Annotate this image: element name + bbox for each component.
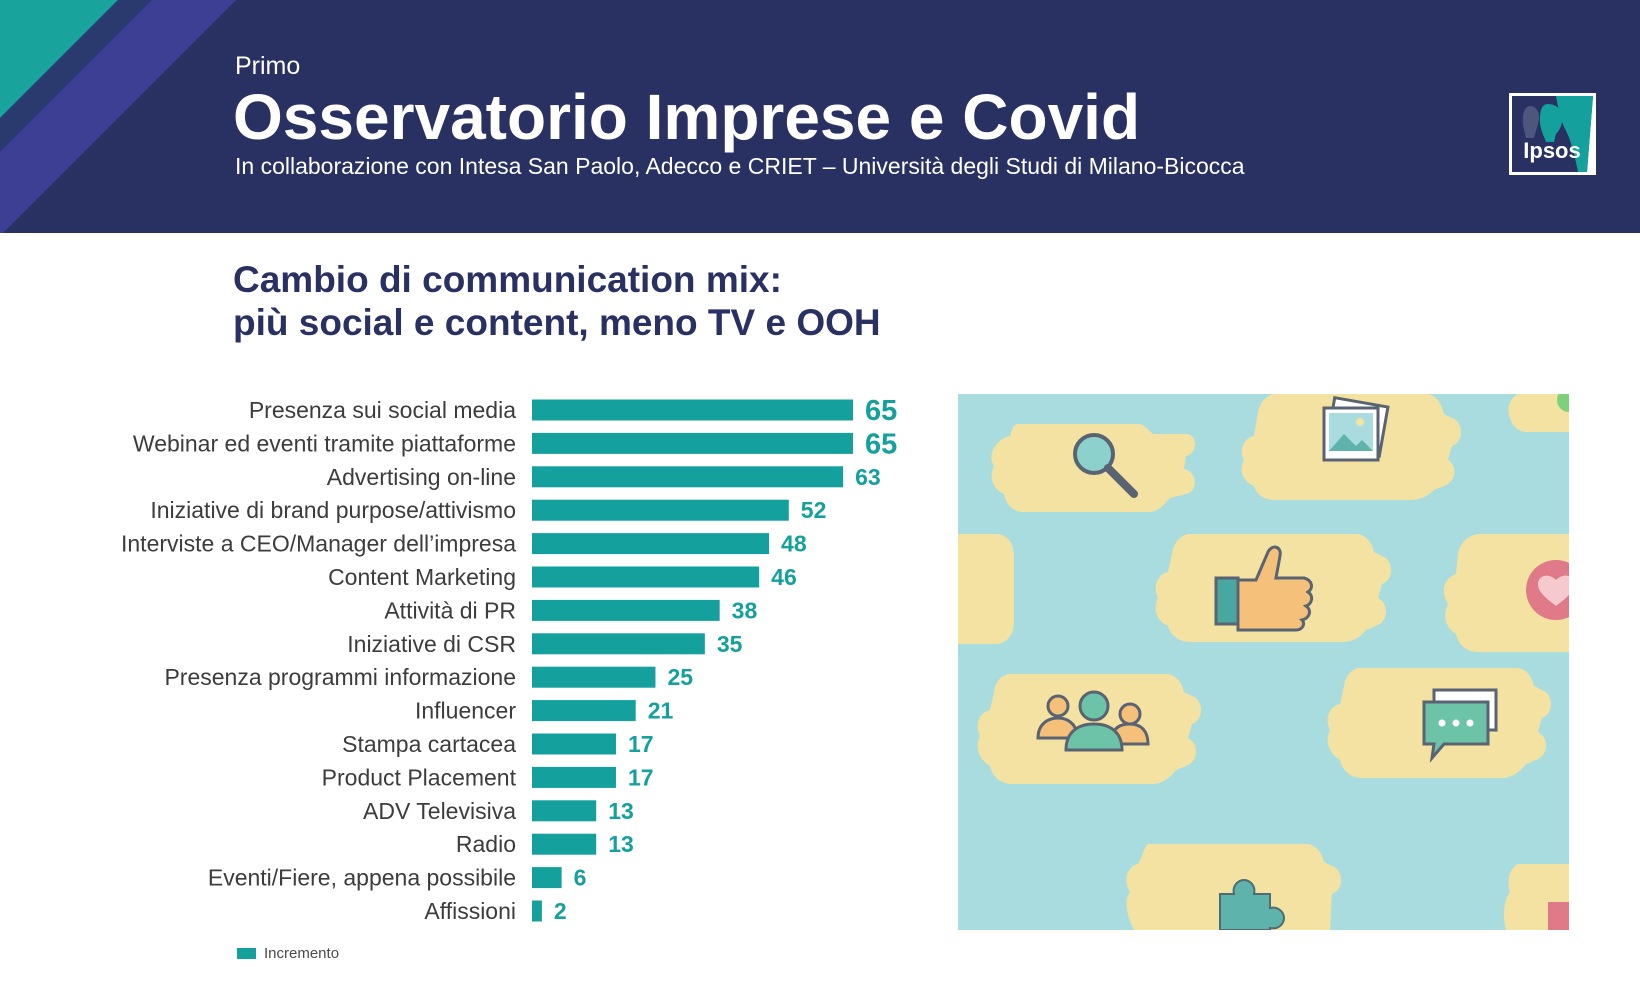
- search-icon: [1073, 433, 1138, 498]
- bar-value-label: 46: [771, 564, 797, 590]
- bar-value-label: 52: [801, 497, 827, 523]
- bar: [532, 733, 616, 755]
- bar-value-label: 65: [865, 395, 897, 427]
- bar: [532, 566, 760, 588]
- bubble-search: [991, 424, 1195, 512]
- bar-value-label: 17: [628, 764, 654, 790]
- category-label: Presenza sui social media: [249, 397, 516, 423]
- bubble-photo: [1241, 394, 1461, 500]
- bar-value-label: 13: [608, 831, 634, 857]
- bar: [532, 432, 853, 454]
- bar: [532, 633, 705, 655]
- bar: [532, 666, 656, 688]
- slide-title: Cambio di communication mix: più social …: [233, 258, 881, 344]
- bar: [532, 399, 853, 421]
- bar-chart: Presenza sui social media 65 Webinar ed ev…: [121, 395, 897, 924]
- bar: [532, 499, 789, 521]
- category-label: Attività di PR: [384, 597, 516, 623]
- bar: [532, 900, 542, 922]
- chat-icon: [1422, 688, 1498, 763]
- bar: [532, 867, 562, 889]
- category-label: Eventi/Fiere, appena possibile: [208, 865, 516, 891]
- category-label: Interviste a CEO/Manager dell’impresa: [121, 531, 516, 557]
- category-label: Presenza programmi informazione: [164, 664, 516, 690]
- chart-legend: Incremento: [237, 945, 339, 962]
- slide-title-line-2: più social e content, meno TV e OOH: [233, 302, 881, 343]
- bar-value-label: 21: [648, 698, 674, 724]
- decorative-stripes: [0, 0, 236, 233]
- category-label: Iniziative di brand purpose/attivismo: [150, 497, 516, 523]
- category-label: Stampa cartacea: [342, 731, 516, 757]
- bubble-chat: [1327, 668, 1551, 778]
- bar: [532, 599, 720, 621]
- bubble-left-edge: [958, 534, 1014, 644]
- category-label: Iniziative di CSR: [347, 631, 516, 657]
- bubble-partial-top-right: [1508, 394, 1569, 432]
- bar-value-label: 63: [855, 464, 881, 490]
- bar: [532, 533, 770, 555]
- social-media-photo: [958, 394, 1569, 930]
- category-label: ADV Televisiva: [363, 798, 516, 824]
- legend-swatch: [237, 948, 256, 959]
- category-label: Product Placement: [322, 764, 517, 790]
- header-kicker: Primo: [235, 52, 301, 80]
- bubble-people: [977, 674, 1201, 784]
- bar: [532, 766, 616, 788]
- bar: [532, 800, 597, 822]
- slide-title-line-1: Cambio di communication mix:: [233, 259, 782, 300]
- bar-value-label: 13: [608, 798, 634, 824]
- bubble-puzzle: [1126, 844, 1341, 930]
- bubble-heart: [1443, 534, 1569, 652]
- category-label: Content Marketing: [328, 564, 516, 590]
- header-banner: Primo Osservatorio Imprese e Covid In co…: [0, 0, 1640, 233]
- bubble-partial-bottom-right: [1503, 864, 1569, 930]
- category-label: Advertising on-line: [327, 464, 516, 490]
- bar-value-label: 48: [781, 531, 807, 557]
- legend-label: Incremento: [264, 945, 340, 962]
- photo-icon: [1322, 395, 1390, 462]
- header-collaboration: In collaborazione con Intesa San Paolo, …: [235, 153, 1245, 179]
- header-title: Osservatorio Imprese e Covid: [233, 81, 1141, 153]
- heart-icon: [1526, 560, 1569, 620]
- bar-value-label: 25: [667, 664, 693, 690]
- bar-value-label: 6: [574, 865, 587, 891]
- category-label: Affissioni: [424, 898, 516, 924]
- bubble-like: [1155, 534, 1391, 642]
- bar-value-label: 38: [732, 597, 758, 623]
- bar: [532, 466, 844, 488]
- category-label: Influencer: [415, 698, 516, 724]
- puzzle-icon: [1219, 878, 1286, 930]
- category-label: Webinar ed eventi tramite piattaforme: [133, 430, 516, 456]
- ipsos-logo: Ipsos: [1509, 93, 1596, 175]
- logo-text: Ipsos: [1523, 138, 1580, 163]
- bar-value-label: 17: [628, 731, 654, 757]
- bar: [532, 700, 636, 722]
- category-label: Radio: [456, 831, 516, 857]
- thumbs-up-icon: [1214, 545, 1314, 632]
- bar: [532, 833, 597, 855]
- bar-value-label: 35: [717, 631, 743, 657]
- people-icon: [1036, 690, 1150, 752]
- bar-value-label: 2: [554, 898, 567, 924]
- bar-value-label: 65: [865, 428, 897, 460]
